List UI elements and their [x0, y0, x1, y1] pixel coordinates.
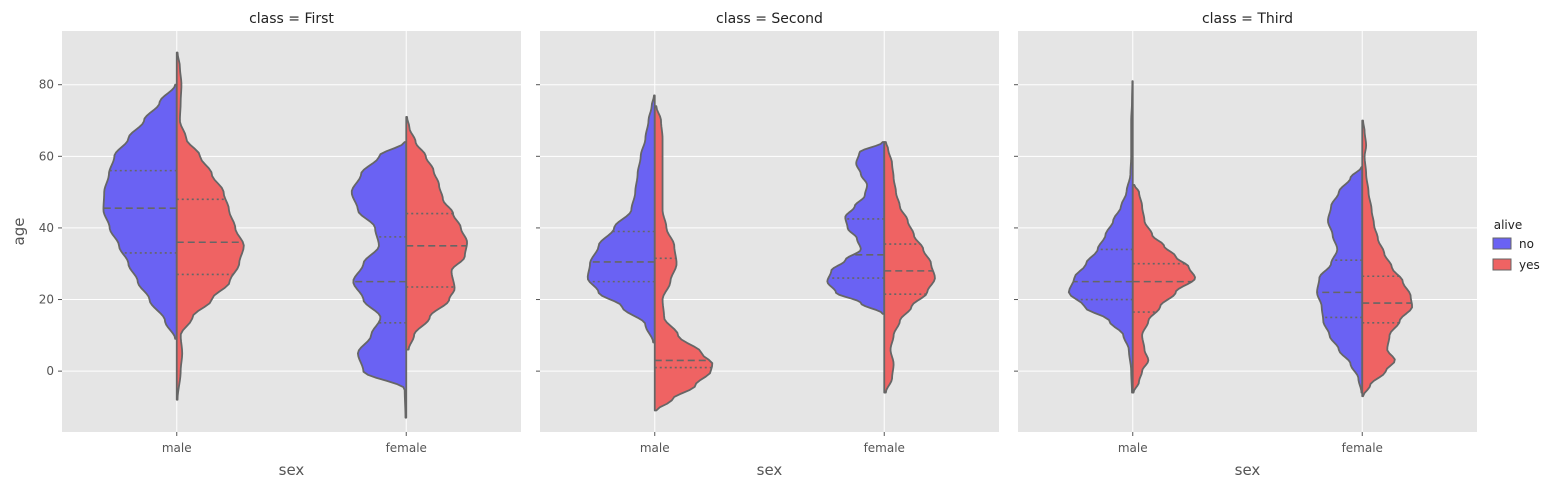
facet-title: class = Third [1202, 11, 1293, 27]
x-tick-label: male [162, 441, 192, 455]
panel-background [540, 31, 999, 432]
x-tick-label: female [864, 441, 905, 455]
legend-swatch-yes [1492, 258, 1512, 271]
y-axis-label: age [10, 218, 28, 246]
violin-half-no [350, 141, 408, 419]
violin-half-yes [175, 51, 245, 401]
violin-half-no [586, 94, 656, 344]
y-tick-label: 40 [39, 221, 54, 235]
violin-half-no [1067, 80, 1134, 394]
y-tick-label: 80 [39, 78, 54, 92]
violin-half-no [102, 83, 178, 340]
panel-background [1018, 31, 1477, 432]
y-tick-label: 0 [46, 364, 54, 378]
violin-half-yes [1131, 184, 1196, 394]
violin-half-no [1316, 166, 1364, 394]
violin-half-yes [405, 116, 468, 351]
facet-title: class = First [249, 11, 334, 27]
x-tick-label: female [1342, 441, 1383, 455]
x-axis-label: sex [1235, 461, 1261, 479]
legend-title: alive [1494, 218, 1523, 232]
facet-title: class = Second [716, 11, 823, 27]
x-tick-label: male [640, 441, 670, 455]
y-tick-label: 20 [39, 293, 54, 307]
violin-half-yes [1361, 119, 1413, 398]
y-tick-label: 60 [39, 149, 54, 163]
x-axis-label: sex [757, 461, 783, 479]
legend-label-no: no [1519, 237, 1534, 251]
x-tick-label: female [386, 441, 427, 455]
violin-half-yes [883, 141, 936, 394]
violin-half-no [826, 141, 886, 315]
x-tick-label: male [1118, 441, 1148, 455]
legend-swatch-no [1492, 237, 1512, 250]
legend-label-yes: yes [1519, 258, 1540, 272]
x-axis-label: sex [279, 461, 305, 479]
violin-half-yes [653, 105, 714, 412]
